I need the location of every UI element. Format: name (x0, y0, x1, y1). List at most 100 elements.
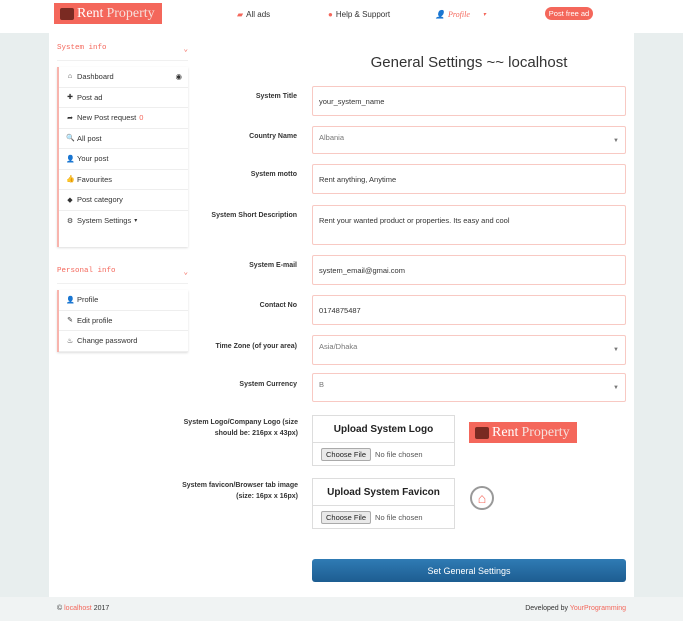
user-icon: 👤 (66, 155, 75, 163)
user-icon: 👤 (66, 296, 75, 304)
currency-label: System Currency (239, 381, 297, 388)
contact-input[interactable]: 0174875487 (312, 295, 626, 325)
favicon-preview-house-icon: ⌂ (470, 486, 494, 510)
tag-icon: ◆ (67, 196, 73, 204)
item-label: Change password (77, 336, 138, 346)
item-label: Profile (77, 295, 99, 305)
house-icon (60, 7, 74, 20)
selected-value: B (319, 380, 325, 389)
selected-value: Albania (319, 133, 345, 142)
logo-word: Property (106, 5, 155, 21)
contact-label: Contact No (259, 302, 297, 309)
sidebar: System info ⌄ ⌂ Dashboard ◉ ✚ Post ad ➦ New P… (57, 44, 188, 352)
footer: © localhost 2017 Developed by YourProgra… (0, 597, 683, 621)
sidebar-item-post-category[interactable]: ◆ Post category (59, 190, 188, 211)
sidebar-item-favourites[interactable]: 👍 Favourites (59, 170, 188, 190)
main-container (49, 33, 634, 597)
chevron-down-icon: ⌄ (183, 46, 188, 54)
chevron-down-icon: ⌄ (183, 269, 188, 277)
sidebar-item-new-post-request[interactable]: ➦ New Post request 0 (59, 108, 188, 129)
caret-down-icon: ▼ (613, 347, 619, 353)
house-icon (475, 426, 489, 439)
post-free-ad-button[interactable]: Post free ad (545, 7, 593, 20)
item-label: System Settings (77, 216, 132, 226)
timezone-label: Time Zone (of your area) (215, 343, 297, 350)
favicon-upload: Upload System Favicon Choose File No file… (312, 478, 455, 529)
choose-file-button[interactable]: Choose File (321, 447, 372, 461)
short-desc-textarea[interactable]: Rent your wanted product or properties. … (312, 205, 626, 245)
logo-label: System Logo/Company Logo (size should be… (183, 419, 298, 437)
sidebar-item-edit-profile[interactable]: ✎ Edit profile (59, 311, 188, 331)
page-title: General Settings ~~ localhost (370, 54, 568, 71)
timezone-select[interactable]: Asia/Dhaka ▼ (312, 335, 626, 365)
selected-value: Asia/Dhaka (319, 342, 358, 351)
item-label: New Post request (77, 113, 137, 123)
choose-file-button[interactable]: Choose File (321, 510, 372, 524)
personal-info-heading[interactable]: Personal info ⌄ (57, 267, 188, 284)
country-select[interactable]: Albania ▼ (312, 126, 626, 154)
caret-down-icon: ▼ (613, 138, 619, 144)
year: 2017 (93, 605, 110, 612)
sidebar-item-post-ad[interactable]: ✚ Post ad (59, 88, 188, 108)
currency-select[interactable]: B ▼ (312, 373, 626, 402)
thumbs-up-icon: 👍 (66, 176, 75, 184)
logo-upload: Upload System Logo Choose File No file ch… (312, 415, 455, 466)
developer-link[interactable]: YourProgramming (569, 605, 626, 612)
item-label: Favourites (77, 174, 113, 184)
logo-word: Rent (77, 5, 104, 21)
system-title-input[interactable]: your_system_name (312, 86, 626, 116)
personal-menu: 👤 Profile ✎ Edit profile ♨ Change password (57, 290, 188, 352)
system-title-label: System Title (255, 93, 297, 100)
zoom-icon: 🔍 (66, 135, 75, 143)
logo-preview: Rent Property (469, 422, 577, 443)
site-logo[interactable]: Rent Property (54, 3, 162, 24)
copyright: © localhost 2017 (57, 605, 109, 612)
motto-input[interactable]: Rent anything, Anytime (312, 164, 626, 194)
system-menu: ⌂ Dashboard ◉ ✚ Post ad ➦ New Post request 0 … (57, 67, 188, 247)
eye-icon[interactable]: ◉ (175, 72, 182, 82)
plus-icon: ✚ (67, 94, 73, 102)
sidebar-item-profile[interactable]: 👤 Profile (59, 290, 188, 311)
logo-word: Property (521, 424, 570, 440)
email-input[interactable]: system_email@gmai.com (312, 255, 626, 285)
item-label: Post ad (77, 92, 103, 102)
caret-down-icon: ▼ (613, 385, 619, 391)
sidebar-item-dashboard[interactable]: ⌂ Dashboard ◉ (59, 67, 188, 88)
short-desc-label: System Short Description (211, 212, 297, 219)
sidebar-item-your-post[interactable]: 👤 Your post (59, 149, 188, 170)
gear-icon: ⚙ (66, 217, 74, 225)
site-link[interactable]: localhost (64, 605, 92, 612)
set-general-settings-button[interactable]: Set General Settings (312, 559, 626, 582)
home-icon: ⌂ (67, 73, 73, 81)
nav-label: Help & Support (335, 10, 391, 19)
sidebar-item-change-password[interactable]: ♨ Change password (59, 331, 188, 352)
upload-title: Upload System Logo (313, 416, 454, 443)
header: Rent Property ▰ All ads ● Help & Support 👤 P… (0, 0, 683, 33)
file-status: No file chosen (375, 512, 423, 522)
logo-word: Rent (492, 424, 519, 440)
caret-down-icon: ▾ (482, 12, 486, 18)
nav-all-ads[interactable]: ▰ All ads (237, 10, 270, 19)
edit-icon: ✎ (67, 317, 73, 325)
heading-label: Personal info (57, 267, 116, 275)
motto-label: System motto (250, 171, 297, 178)
favicon-label: System favicon/Browser tab image (size: … (182, 482, 298, 500)
nav-help[interactable]: ● Help & Support (328, 10, 390, 19)
share-icon: ➦ (67, 114, 73, 122)
system-info-heading[interactable]: System info ⌄ (57, 44, 188, 61)
nav-label: All ads (246, 10, 271, 19)
country-label: Country Name (249, 133, 297, 140)
item-label: All post (77, 133, 102, 143)
caret-down-icon: ▾ (134, 218, 138, 225)
fire-icon: ♨ (66, 337, 74, 345)
heading-label: System info (57, 44, 107, 52)
info-icon: ● (328, 10, 333, 19)
developer-credit: Developed by YourProgramming (525, 605, 626, 612)
user-icon: 👤 (435, 10, 445, 19)
nav-label: Profile (447, 10, 470, 19)
folder-open-icon: ▰ (237, 10, 244, 19)
item-label: Post category (77, 195, 123, 205)
sidebar-item-all-post[interactable]: 🔍 All post (59, 129, 188, 149)
nav-profile[interactable]: 👤 Profile ▾ (435, 10, 486, 19)
sidebar-item-system-settings[interactable]: ⚙ System Settings ▾ (59, 211, 188, 232)
